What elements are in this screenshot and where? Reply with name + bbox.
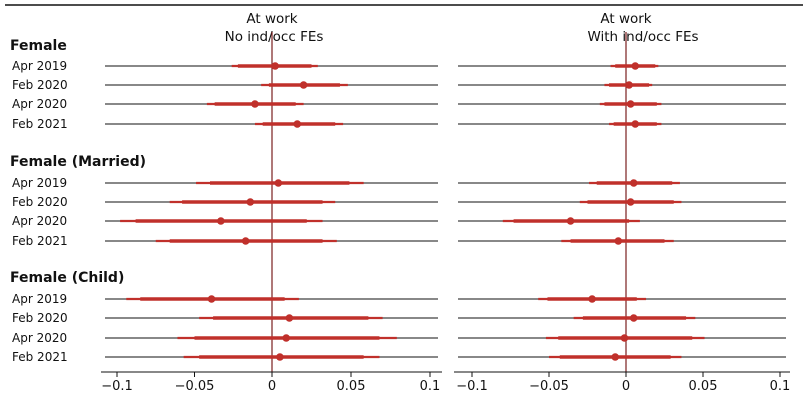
point-estimate [276,353,284,361]
point-estimate [251,100,259,108]
x-tick-label: −0.1 [456,379,488,394]
point-estimate [631,62,640,70]
point-estimate [293,120,302,128]
row-label: Feb 2021 [12,350,68,364]
point-estimate [588,295,596,303]
group-title: Female (Child) [10,270,124,286]
point-estimate [626,100,635,108]
row-label: Feb 2020 [12,311,68,325]
x-tick-label: 0 [268,379,276,394]
point-estimate [274,179,283,187]
panel-title-line2: No ind/occ FEs [225,29,324,45]
point-estimate [207,295,216,303]
point-estimate [614,237,623,245]
point-estimate [217,217,225,225]
row-label: Apr 2019 [12,176,67,190]
panel-title-line1: At work [246,11,297,27]
point-estimate [626,198,635,206]
point-estimate [271,62,279,70]
point-estimate [282,334,291,342]
point-estimate [299,81,308,89]
row-label: Feb 2020 [12,195,68,209]
point-estimate [629,179,638,187]
group-title: Female [10,38,67,54]
x-tick-label: 0.1 [770,379,791,394]
row-label: Apr 2019 [12,59,67,73]
x-tick-label: 0 [622,379,630,394]
x-tick-label: 0.1 [420,379,441,394]
x-tick-label: 0.05 [337,379,366,394]
point-estimate [241,237,250,245]
point-estimate [246,198,255,206]
point-estimate [631,120,640,128]
point-estimate [566,217,575,225]
row-label: Feb 2021 [12,117,68,131]
x-tick-label: 0.05 [689,379,718,394]
x-tick-label: −0.05 [529,379,569,394]
row-label: Feb 2021 [12,234,68,248]
row-label: Apr 2020 [12,331,67,345]
group-title: Female (Married) [10,154,146,170]
point-estimate [625,81,633,89]
panel-title-line2: With ind/occ FEs [587,29,698,45]
point-estimate [620,334,629,342]
x-tick-label: −0.05 [175,379,215,394]
row-label: Apr 2020 [12,214,67,228]
point-estimate [611,353,620,361]
point-estimate [285,314,294,322]
panel-title-line1: At work [600,11,651,27]
row-label: Feb 2020 [12,78,68,92]
x-tick-label: −0.1 [101,379,133,394]
row-label: Apr 2020 [12,97,67,111]
point-estimate [629,314,638,322]
row-label: Apr 2019 [12,292,67,306]
